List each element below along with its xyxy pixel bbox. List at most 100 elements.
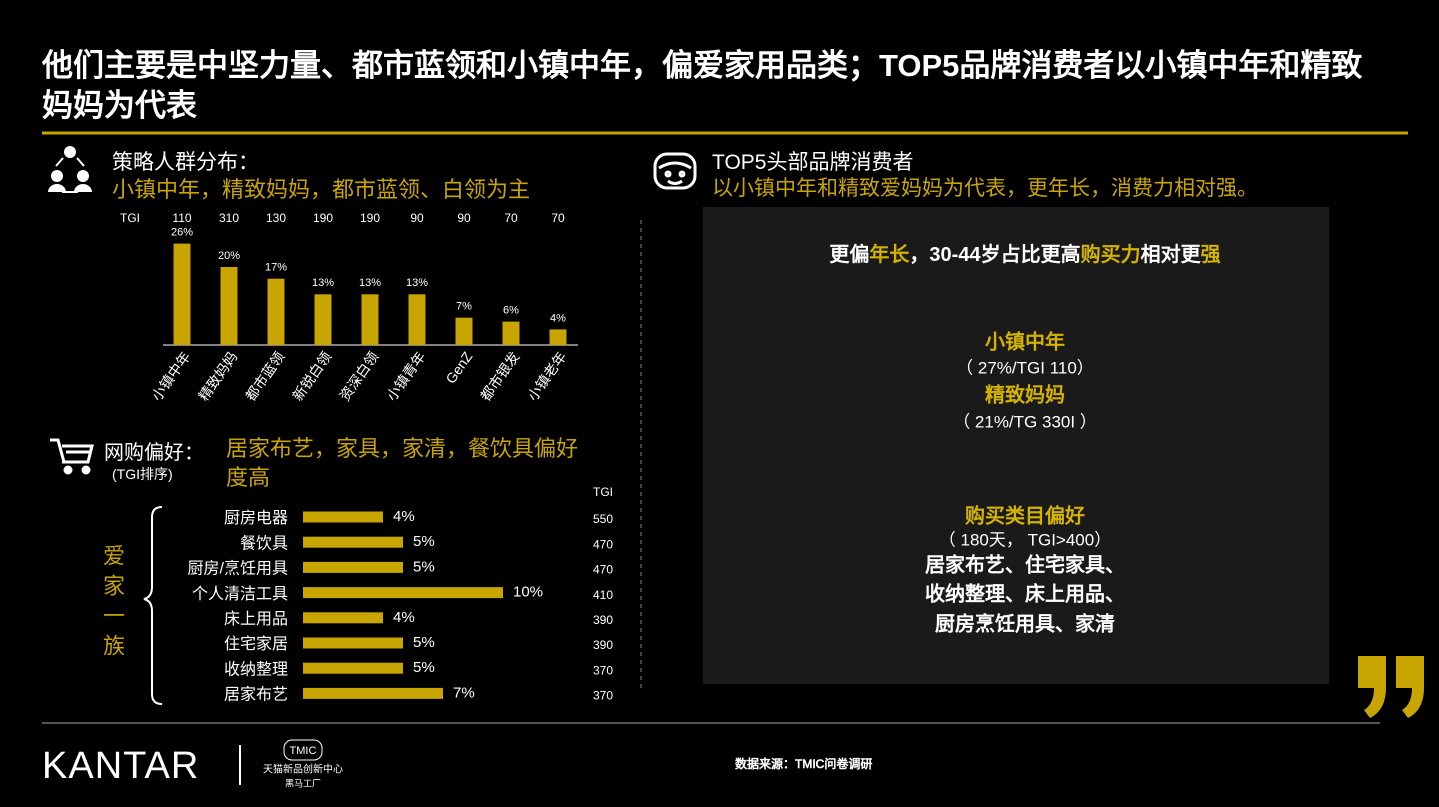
- logo-frame: [283, 739, 323, 761]
- bar: [173, 243, 191, 345]
- panel-headline: 更偏年长，30-44岁占比更高购买力相对更强: [829, 242, 1220, 266]
- y-tick-label: 床上用品: [224, 610, 288, 628]
- section-subheading: 居家布艺，家具，家清，餐饮具偏好度高: [226, 436, 579, 490]
- value-label: 4%: [393, 508, 415, 525]
- y-tick-label: 住宅家居: [224, 635, 288, 653]
- x-tick-label: 小镇老年: [524, 349, 569, 404]
- headline-part: ，30-44岁占比更高: [909, 242, 1080, 266]
- panel-line: 小镇中年: [985, 329, 1065, 353]
- people-icon: [48, 146, 92, 193]
- value-label: 7%: [453, 684, 475, 701]
- section-subheading: 以小镇中年和精致爱妈妈为代表，更年长，消费力相对强。: [712, 177, 1258, 200]
- bar: [303, 536, 403, 548]
- bar: [303, 511, 383, 523]
- bar: [267, 278, 285, 345]
- section-heading: TOP5头部品牌消费者: [712, 151, 914, 174]
- value-label: 17%: [265, 262, 287, 274]
- x-tick-label: GenZ: [442, 348, 475, 386]
- bar: [549, 329, 567, 345]
- value-label: 13%: [406, 277, 428, 289]
- logo-line: 天猫新品创新中心: [263, 763, 343, 776]
- tgi-value: 390: [593, 638, 613, 652]
- value-label: 6%: [503, 305, 519, 317]
- section-subheading: 小镇中年，精致妈妈，都市蓝领、白领为主: [112, 177, 531, 202]
- panel: [703, 207, 1329, 684]
- tgi-value: 70: [504, 211, 518, 225]
- bar: [408, 294, 426, 345]
- tgi-value: 370: [593, 663, 613, 677]
- value-label: 5%: [413, 558, 435, 575]
- logo-line: 黑马工厂: [285, 778, 321, 788]
- bar: [303, 561, 403, 573]
- tgi-value: 190: [360, 211, 380, 225]
- brand: KANTAR: [42, 745, 199, 787]
- x-tick-label: 精致妈妈: [195, 349, 240, 404]
- headline-part: 年长: [869, 242, 910, 266]
- value-label: 26%: [171, 227, 193, 239]
- bar: [455, 317, 473, 345]
- bar: [303, 587, 503, 599]
- title: 他们主要是中坚力量、都市蓝领和小镇中年，偏爱家用品类；TOP5品牌消费者以小镇中…: [42, 48, 1363, 123]
- x-tick-label: 新锐白领: [289, 349, 334, 404]
- y-tick-label: 餐饮具: [240, 534, 288, 552]
- y-tick-label: 厨房电器: [224, 509, 288, 527]
- bar: [303, 637, 403, 649]
- value-label: 7%: [456, 301, 472, 313]
- section-heading: 网购偏好：: [104, 442, 204, 464]
- face-icon: [653, 152, 697, 190]
- value-label: 10%: [513, 584, 543, 601]
- bar: [303, 687, 443, 699]
- panel-line: 居家布艺、住宅家具、: [925, 552, 1125, 576]
- tgi-value: 90: [410, 211, 424, 225]
- panel-line: （ 21%/TG 330I ）: [953, 412, 1097, 431]
- tgi-value: 550: [593, 512, 613, 526]
- value-label: 13%: [312, 277, 334, 289]
- value-label: 4%: [393, 609, 415, 626]
- tgi-value: 310: [219, 211, 239, 225]
- source: 数据来源：TMIC问卷调研: [735, 756, 872, 771]
- tgi-value: 470: [593, 563, 613, 577]
- value-label: 5%: [413, 659, 435, 676]
- headline-part: 购买力: [1081, 242, 1141, 266]
- panel-line: （ 180天， TGI>400）: [939, 530, 1111, 549]
- bracket: [143, 506, 163, 705]
- bar: [303, 612, 383, 624]
- x-tick-label: 都市蓝领: [242, 349, 287, 404]
- panel-line: 厨房烹饪用具、家清: [935, 611, 1115, 635]
- value-label: 5%: [413, 533, 435, 550]
- tgi-value: 110: [172, 211, 191, 225]
- section-heading: 策略人群分布：: [112, 151, 259, 174]
- panel-line: 收纳整理、床上用品、: [925, 581, 1125, 605]
- tgi-value: 130: [266, 211, 286, 225]
- group-label: 爱家一族: [100, 544, 125, 664]
- cart-icon: [50, 438, 94, 475]
- tgi-value: 390: [593, 613, 613, 627]
- section-note: (TGI排序): [112, 466, 173, 482]
- bar: [303, 662, 403, 674]
- y-tick-label: 个人清洁工具: [192, 585, 288, 603]
- bar: [361, 294, 379, 345]
- bar: [314, 294, 332, 345]
- tgi-value: 190: [313, 211, 333, 225]
- quote-mark: [1358, 656, 1424, 718]
- panel-line: （ 27%/TGI 110）: [956, 358, 1094, 377]
- value-label: 13%: [359, 277, 381, 289]
- headline-part: 更偏: [829, 242, 869, 266]
- bar: [220, 267, 238, 345]
- x-tick-label: 小镇青年: [383, 349, 428, 404]
- y-tick-label: 厨房/烹饪用具: [188, 559, 288, 578]
- x-tick-label: 资深白领: [336, 349, 381, 404]
- bar: [502, 321, 520, 345]
- tgi-value: 370: [593, 689, 613, 703]
- tgi-header: TGI: [120, 211, 140, 225]
- value-label: 5%: [413, 634, 435, 651]
- tgi-header: TGI: [593, 485, 613, 499]
- panel-line: 精致妈妈: [985, 382, 1065, 406]
- tgi-value: 70: [551, 211, 565, 225]
- headline-part: 相对更: [1141, 242, 1202, 266]
- panel-line: 购买类目偏好: [965, 503, 1085, 527]
- y-tick-label: 居家布艺: [224, 686, 288, 704]
- tgi-value: 470: [593, 537, 613, 551]
